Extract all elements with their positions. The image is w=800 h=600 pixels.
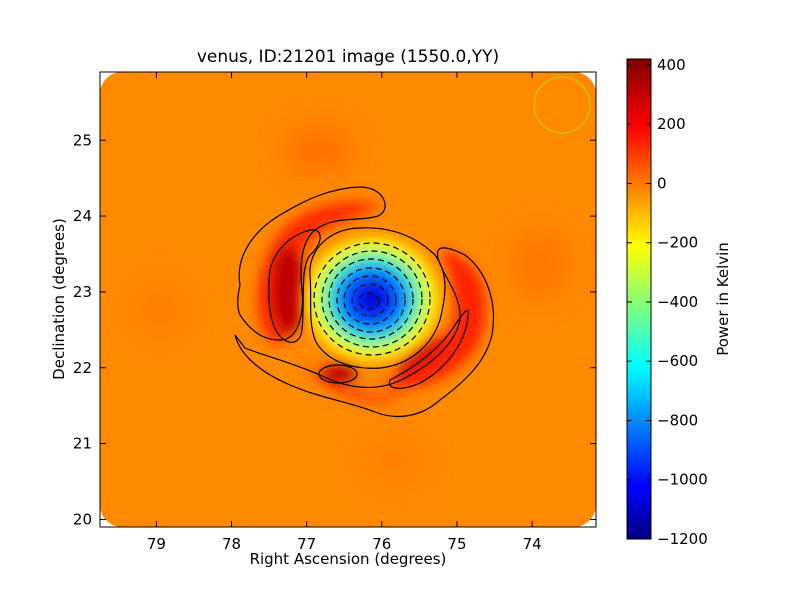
heatmap-image [100,72,596,527]
y-axis: 20 21 22 23 24 25 [73,131,596,528]
cb-tick-label: 200 [657,115,686,133]
cb-tick-label: −600 [657,352,698,370]
colorbar [626,58,652,540]
cb-tick-label: −200 [657,234,698,252]
x-tick-label: 74 [523,535,542,553]
y-tick-label: 21 [73,435,92,453]
x-tick-label: 78 [222,535,241,553]
y-tick-label: 24 [73,207,92,225]
cb-tick-label: −400 [657,293,698,311]
colorbar-label: Power in Kelvin [714,242,732,356]
y-tick-label: 23 [73,283,92,301]
contour-outer-2 [234,247,495,418]
colorbar-ticks: 400 200 0 −200 −400 −600 −800 −1000 −1200 [627,56,708,548]
cb-tick-label: −1200 [657,530,708,548]
cb-tick-label: 400 [657,56,686,74]
contour-inner-right [388,309,470,389]
y-tick-label: 20 [73,510,92,528]
x-axis: 79 78 77 76 75 74 [147,72,542,553]
cb-tick-label: −800 [657,411,698,429]
contour-outer [237,186,386,341]
contour-small [318,364,358,384]
y-axis-label: Declination (degrees) [50,218,68,380]
x-tick-label: 76 [372,535,391,553]
y-tick-label: 25 [73,131,92,149]
plot-frame [99,71,597,528]
beam-marker [533,76,591,134]
x-axis-label: Right Ascension (degrees) [250,550,447,568]
cb-tick-label: −1000 [657,471,708,489]
contour-inner-left [268,229,321,343]
x-tick-label: 79 [147,535,166,553]
x-tick-label: 75 [447,535,466,553]
cb-tick-label: 0 [657,174,667,192]
chart-title: venus, ID:21201 image (1550.0,YY) [197,47,499,67]
contours [234,186,495,418]
contour-zero [309,227,446,369]
y-tick-label: 22 [73,359,92,377]
negative-contours [313,242,431,356]
x-tick-label: 77 [297,535,316,553]
